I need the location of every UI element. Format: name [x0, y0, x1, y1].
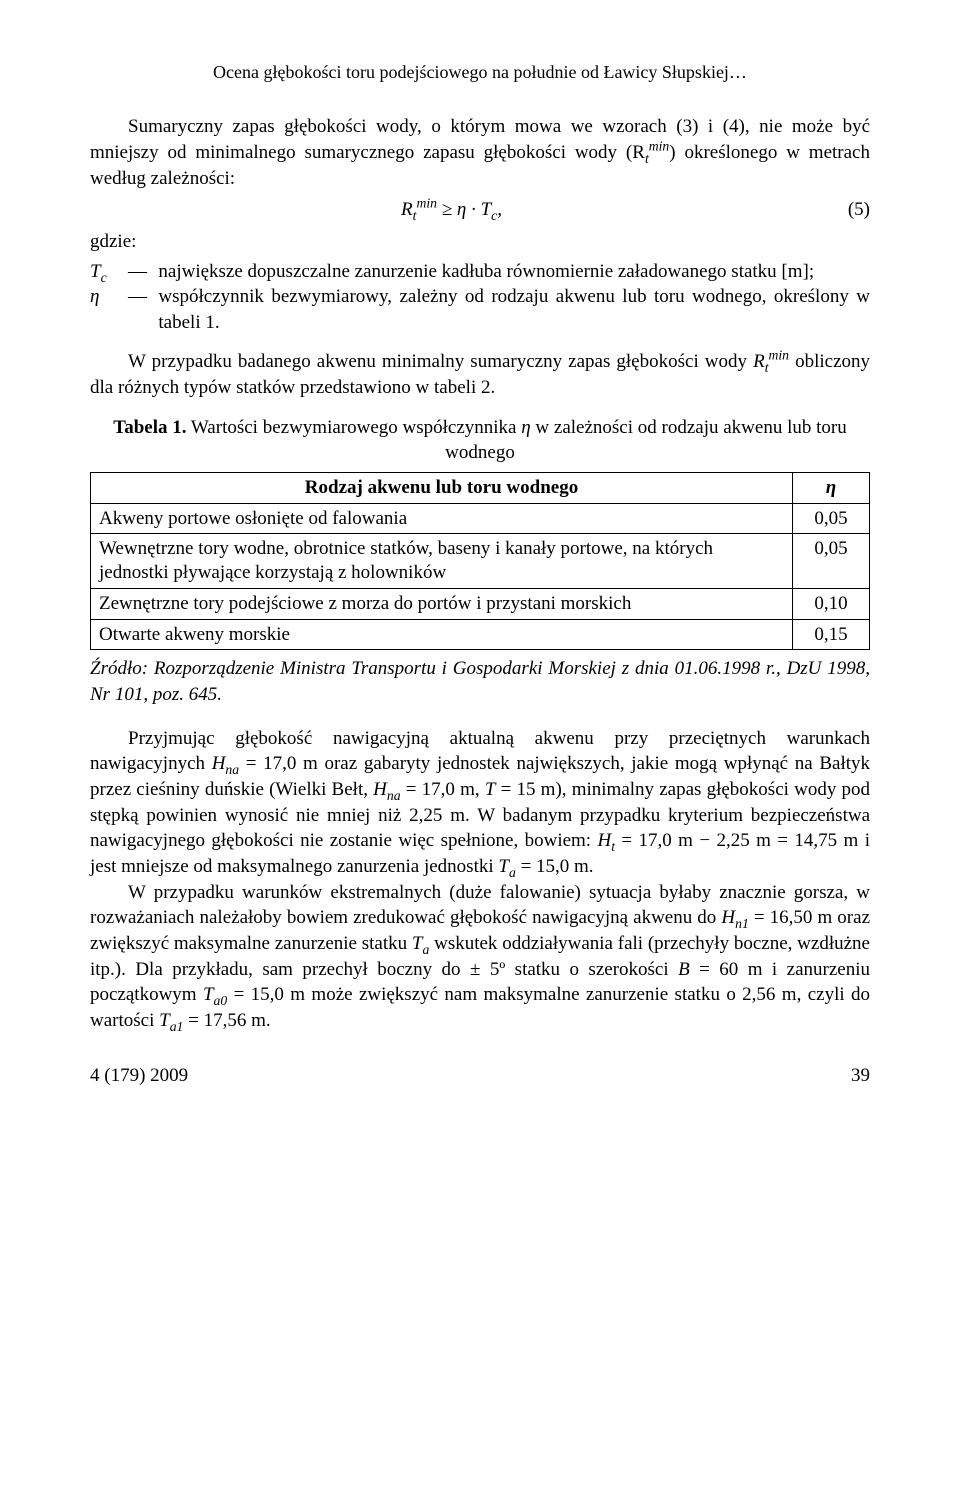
table-cell-value: 0,15 [793, 619, 870, 650]
table-cell-label: Otwarte akweny morskie [91, 619, 793, 650]
eq-sup1: min [416, 196, 437, 211]
where-sym-letter: η [90, 286, 99, 307]
table-1: Rodzaj akwenu lub toru wodnego η Akweny … [90, 472, 870, 651]
where-dash: — [128, 259, 158, 285]
paragraph-4: W przypadku warunków ekstremalnych (duże… [90, 880, 870, 1034]
table-1-caption-a: Wartości bezwymiarowego współczynnika [186, 417, 521, 438]
para2-sup: min [769, 351, 790, 372]
table-cell-label: Wewnętrzne tory wodne, obrotnice statków… [91, 534, 793, 589]
table-1-caption-eta: η [521, 417, 530, 438]
table-cell-value: 0,10 [793, 588, 870, 619]
where-sym: Tc [90, 259, 128, 285]
where-sym-sub: c [101, 269, 107, 284]
table-col-a: Rodzaj akwenu lub toru wodnego [91, 472, 793, 503]
where-sym: η [90, 284, 128, 335]
running-head: Ocena głębokości toru podejściowego na p… [90, 60, 870, 84]
table-cell-label: Zewnętrzne tory podejściowe z morza do p… [91, 588, 793, 619]
table-cell-label: Akweny portowe osłonięte od falowania [91, 503, 793, 534]
para2-a: W przypadku badanego akwenu minimalny su… [128, 351, 753, 372]
table-row: Zewnętrzne tory podejściowe z morza do p… [91, 588, 870, 619]
para2-R: R [753, 351, 765, 372]
where-row: η — współczynnik bezwymiarowy, zależny o… [90, 284, 870, 335]
eq-mid: ≥ η · T [437, 199, 491, 220]
page-footer: 4 (179) 2009 39 [90, 1063, 870, 1089]
table-cell-value: 0,05 [793, 534, 870, 589]
eq-end: , [497, 199, 502, 220]
equation-5-number: (5) [813, 197, 870, 223]
equation-5: Rtmin ≥ η · Tc, (5) [90, 197, 870, 223]
where-text: współczynnik bezwymiarowy, zależny od ro… [158, 284, 870, 335]
table-col-b: η [793, 472, 870, 503]
para1-R-sup: min [649, 142, 670, 163]
where-list: Tc — największe dopuszczalne zanurzenie … [90, 259, 870, 336]
table-cell-value: 0,05 [793, 503, 870, 534]
footer-page-number: 39 [851, 1063, 870, 1089]
paragraph-intro: Sumaryczny zapas głębokości wody, o któr… [90, 114, 870, 191]
eq-Ra: R [401, 199, 413, 220]
where-row: Tc — największe dopuszczalne zanurzenie … [90, 259, 870, 285]
table-1-caption: Tabela 1. Wartości bezwymiarowego współc… [90, 415, 870, 466]
table-1-caption-lead: Tabela 1. [113, 417, 186, 438]
table-row: Otwarte akweny morskie 0,15 [91, 619, 870, 650]
table-row: Akweny portowe osłonięte od falowania 0,… [91, 503, 870, 534]
equation-5-expr: Rtmin ≥ η · Tc, [90, 197, 813, 223]
table-row: Wewnętrzne tory wodne, obrotnice statków… [91, 534, 870, 589]
table-header-row: Rodzaj akwenu lub toru wodnego η [91, 472, 870, 503]
where-text: największe dopuszczalne zanurzenie kadłu… [158, 259, 870, 285]
table-1-source: Źródło: Rozporządzenie Ministra Transpor… [90, 656, 870, 707]
where-dash: — [128, 284, 158, 335]
where-sym-letter: T [90, 261, 101, 282]
where-label: gdzie: [90, 229, 870, 255]
footer-issue: 4 (179) 2009 [90, 1063, 188, 1089]
paragraph-3: Przyjmując głębokość nawigacyjną aktualn… [90, 726, 870, 880]
paragraph-2: W przypadku badanego akwenu minimalny su… [90, 349, 870, 400]
